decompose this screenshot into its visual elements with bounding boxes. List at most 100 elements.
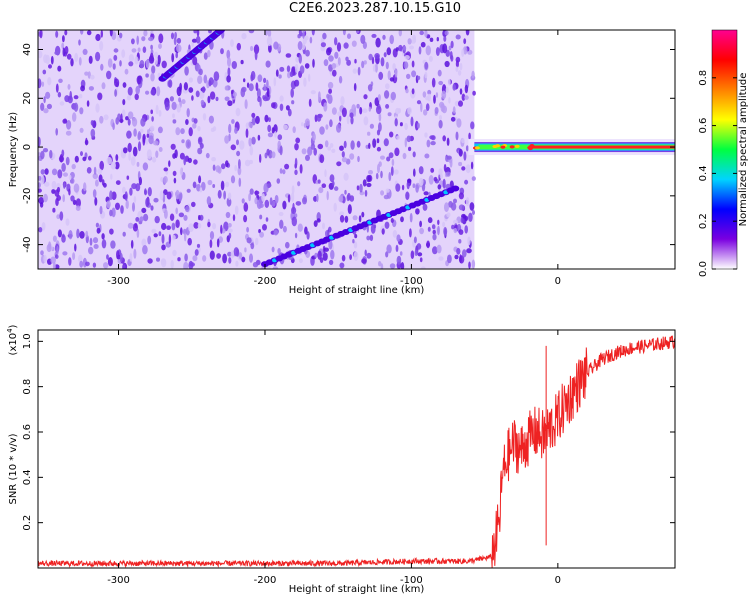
noise-speckle [309, 36, 313, 44]
noise-speckle [156, 86, 161, 97]
noise-speckle [366, 252, 372, 259]
noise-speckle [228, 232, 232, 239]
noise-speckle [95, 103, 100, 113]
noise-speckle [109, 190, 113, 201]
noise-speckle [90, 74, 95, 80]
noise-speckle [363, 60, 367, 65]
noise-speckle [207, 179, 213, 186]
noise-speckle [88, 246, 94, 255]
noise-speckle [70, 195, 75, 202]
noise-speckle [227, 100, 233, 107]
noise-speckle [212, 164, 216, 171]
noise-speckle [40, 250, 44, 256]
noise-speckle [129, 253, 133, 262]
noise-speckle [458, 148, 463, 157]
noise-speckle [207, 95, 211, 104]
noise-speckle [156, 257, 160, 262]
noise-speckle [282, 200, 287, 210]
noise-speckle [184, 253, 188, 262]
noise-speckle [347, 204, 352, 215]
noise-speckle [99, 115, 104, 124]
noise-speckle [341, 107, 347, 118]
noise-speckle [113, 54, 118, 61]
noise-speckle [183, 156, 186, 166]
carrier-blob [495, 144, 501, 148]
noise-speckle [86, 167, 92, 174]
noise-speckle [312, 58, 315, 68]
noise-speckle [193, 159, 198, 165]
noise-speckle [112, 63, 116, 70]
noise-speckle [125, 199, 129, 209]
noise-speckle [396, 255, 402, 265]
noise-speckle [356, 140, 361, 148]
noise-speckle [377, 94, 381, 102]
noise-speckle [196, 30, 200, 37]
noise-speckle [195, 36, 201, 44]
noise-speckle [390, 218, 394, 223]
noise-speckle [431, 224, 436, 230]
noise-speckle [131, 183, 137, 190]
noise-speckle [141, 36, 146, 42]
noise-speckle [161, 244, 166, 251]
noise-speckle [471, 259, 476, 269]
noise-speckle [150, 205, 154, 211]
noise-speckle [39, 30, 43, 39]
noise-speckle [85, 137, 88, 146]
noise-speckle [271, 102, 276, 109]
noise-speckle [208, 30, 212, 34]
noise-speckle [268, 44, 272, 53]
noise-speckle [442, 135, 447, 142]
noise-speckle [45, 91, 51, 99]
y-tick-label: 1.0 [22, 333, 33, 349]
noise-speckle [236, 42, 241, 51]
noise-speckle [197, 223, 202, 229]
noise-speckle [178, 212, 185, 218]
noise-speckle [327, 81, 334, 89]
noise-speckle [197, 136, 203, 145]
noise-speckle [216, 253, 222, 259]
noise-speckle [170, 259, 174, 269]
noise-speckle [292, 126, 296, 134]
noise-speckle [336, 123, 342, 133]
noise-speckle [131, 48, 137, 53]
noise-speckle [95, 33, 101, 42]
noise-speckle [425, 45, 431, 56]
bottom-plot-frame [37, 329, 676, 569]
noise-speckle [323, 59, 329, 67]
noise-speckle [393, 169, 399, 175]
noise-speckle [249, 159, 253, 165]
noise-speckle [328, 88, 332, 94]
noise-speckle [419, 30, 425, 36]
noise-speckle [430, 167, 435, 173]
noise-speckle [470, 161, 474, 170]
noise-speckle [362, 108, 368, 113]
noise-speckle [350, 140, 355, 150]
noise-speckle [238, 252, 243, 260]
noise-speckle [244, 99, 248, 110]
noise-speckle [285, 105, 290, 111]
x-tick-label: -300 [107, 575, 130, 586]
noise-speckle [372, 138, 377, 148]
noise-speckle [301, 148, 307, 155]
noise-speckle [471, 176, 476, 182]
noise-speckle [114, 89, 117, 97]
noise-speckle [433, 176, 438, 182]
noise-speckle [117, 113, 121, 121]
noise-speckle [197, 125, 201, 132]
noise-speckle [151, 65, 156, 74]
colorbar-tick-label: 0.6 [698, 118, 709, 134]
noise-speckle [464, 179, 469, 185]
noise-speckle [193, 118, 198, 124]
noise-speckle [383, 194, 390, 200]
noise-speckle [57, 65, 62, 72]
noise-speckle [388, 171, 392, 182]
noise-speckle [191, 201, 196, 208]
noise-speckle [282, 169, 286, 175]
noise-speckle [454, 254, 459, 260]
noise-speckle [314, 252, 318, 258]
colorbar-tick-label: 0.0 [698, 261, 709, 277]
noise-speckle [368, 170, 373, 175]
x-tick-label: -300 [107, 276, 130, 287]
noise-speckle [357, 66, 361, 76]
noise-speckle [427, 89, 432, 95]
